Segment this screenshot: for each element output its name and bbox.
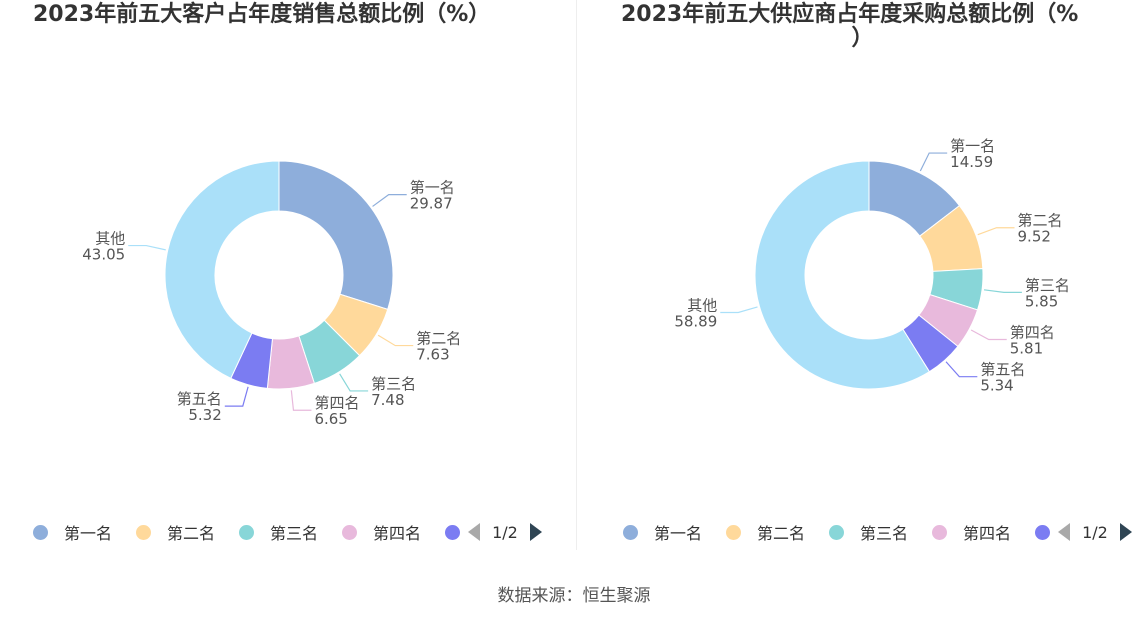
legend-marker	[726, 524, 742, 540]
slice-category-label: 第二名	[416, 330, 461, 348]
donut-slice[interactable]	[754, 160, 931, 390]
slice-value-label: 9.52	[1018, 228, 1051, 246]
label-leader-line	[983, 289, 1022, 293]
slice-category-label: 其他	[687, 296, 717, 314]
legend-marker	[342, 524, 358, 540]
chart-panel-customers: 2023年前五大客户占年度销售总额比例（%） 第一名 29.87 第二名 7.63 第三…	[0, 0, 576, 550]
legend-item-4[interactable]: 第四名	[342, 520, 421, 544]
label-leader-line	[372, 194, 407, 207]
slice-value-label: 7.48	[371, 391, 404, 409]
label-leader-line	[377, 334, 414, 347]
legend-marker	[239, 524, 255, 540]
legend-item-5[interactable]	[1035, 524, 1051, 540]
slice-category-label: 第一名	[410, 179, 455, 197]
slice-value-label: 5.34	[980, 377, 1013, 395]
slice-category-label: 第五名	[980, 361, 1025, 379]
legend-item-3[interactable]: 第三名	[239, 520, 318, 544]
label-leader-line	[290, 390, 312, 411]
legend-label: 第四名	[373, 524, 422, 543]
slice-category-label: 第三名	[1025, 276, 1070, 294]
panel-divider	[576, 0, 577, 550]
legend-label: 第三名	[270, 524, 319, 543]
slice-category-label: 第四名	[1010, 324, 1055, 342]
chart-title-wrap: ）	[851, 26, 874, 51]
chart-panel-suppliers: 2023年前五大供应商占年度采购总额比例（% ） 第一名 14.59 第二名 9.52…	[577, 0, 1148, 550]
legend-marker	[445, 524, 461, 540]
legend-item-5[interactable]	[445, 524, 461, 540]
slice-value-label: 5.85	[1025, 292, 1058, 310]
slice-category-label: 第一名	[950, 137, 995, 155]
donut-slice[interactable]	[278, 160, 394, 310]
legend-pager: 1/2	[1058, 523, 1132, 542]
legend: 第一名 第二名 第三名 第四名 1/2	[33, 518, 542, 546]
slice-value-label: 14.59	[950, 153, 993, 171]
legend-item-1[interactable]: 第一名	[33, 520, 112, 544]
page-indicator: 1/2	[492, 522, 518, 542]
label-leader-line	[128, 244, 166, 251]
prev-page-icon[interactable]	[468, 523, 481, 541]
slice-value-label: 7.63	[416, 346, 449, 364]
legend-label: 第三名	[860, 524, 909, 543]
slice-value-label: 5.81	[1010, 340, 1043, 358]
chart-title: 2023年前五大供应商占年度采购总额比例（%	[621, 2, 1079, 27]
legend-label: 第一名	[654, 524, 703, 543]
legend-marker	[1035, 524, 1051, 540]
next-page-icon[interactable]	[529, 523, 542, 541]
legend-item-2[interactable]: 第二名	[726, 520, 805, 544]
slice-category-label: 其他	[95, 230, 125, 248]
slice-value-label: 29.87	[410, 195, 453, 213]
legend: 第一名 第二名 第三名 第四名 1/2	[623, 518, 1132, 546]
label-leader-line	[720, 306, 758, 314]
chart-title: 2023年前五大客户占年度销售总额比例（%）	[33, 2, 491, 27]
data-source: 数据来源：恒生聚源	[497, 586, 651, 606]
slice-category-label: 第三名	[371, 375, 416, 393]
legend-label: 第二名	[167, 524, 216, 543]
slice-value-label: 58.89	[674, 312, 717, 330]
next-page-icon[interactable]	[1119, 523, 1132, 541]
slice-category-label: 第五名	[177, 390, 222, 408]
legend-item-1[interactable]: 第一名	[623, 520, 702, 544]
legend-marker	[932, 524, 948, 540]
page-indicator: 1/2	[1082, 522, 1108, 542]
label-leader-line	[919, 152, 948, 172]
legend-item-2[interactable]: 第二名	[136, 520, 215, 544]
legend-label: 第四名	[963, 524, 1012, 543]
legend-pager: 1/2	[468, 523, 542, 542]
donut-slice[interactable]	[164, 160, 280, 379]
slice-category-label: 第二名	[1018, 212, 1063, 230]
label-leader-line	[977, 227, 1015, 236]
legend-item-4[interactable]: 第四名	[932, 520, 1011, 544]
legend-marker	[33, 524, 48, 540]
legend-marker	[623, 524, 638, 540]
legend-label: 第二名	[757, 524, 806, 543]
slice-category-label: 第四名	[314, 394, 359, 412]
legend-marker	[136, 524, 152, 540]
prev-page-icon[interactable]	[1058, 523, 1071, 541]
label-leader-line	[339, 373, 369, 392]
slice-value-label: 6.65	[314, 410, 347, 428]
label-leader-line	[970, 329, 1007, 341]
legend-label: 第一名	[64, 524, 113, 543]
label-leader-line	[945, 361, 978, 378]
legend-marker	[829, 524, 845, 540]
slice-value-label: 43.05	[82, 246, 125, 264]
label-leader-line	[224, 386, 249, 407]
legend-item-3[interactable]: 第三名	[829, 520, 908, 544]
slice-value-label: 5.32	[188, 406, 221, 424]
